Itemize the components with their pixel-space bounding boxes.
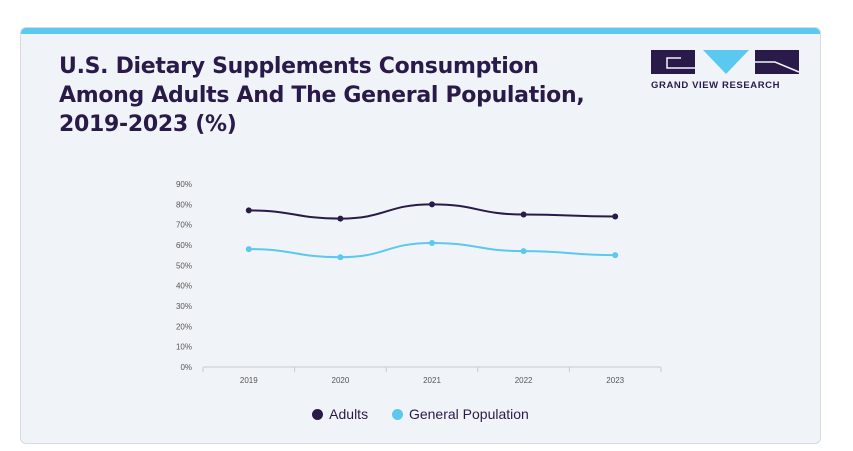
x-tick-label: 2021 (423, 376, 441, 385)
data-point-general-population (612, 252, 619, 259)
data-point-general-population (429, 239, 435, 246)
legend-label-general-population: General Population (408, 406, 529, 422)
data-point-adults (337, 215, 344, 222)
line-chart: 0% 10% 20% 30% 40% 50% 60% 70% 80% 90% 2019 2020 202… (176, 180, 662, 385)
data-point-adults (245, 207, 252, 214)
y-tick-label: 0% (180, 363, 192, 372)
legend-item-adults: Adults (312, 406, 368, 422)
y-tick-label: 80% (176, 200, 192, 209)
data-point-adults (520, 211, 527, 218)
y-tick-label: 50% (176, 261, 192, 270)
chart-card: U.S. Dietary Supplements Consumption Amo… (20, 27, 821, 444)
y-tick-label: 30% (176, 302, 192, 311)
y-tick-label: 20% (176, 322, 192, 331)
y-tick-label: 60% (176, 241, 192, 250)
y-tick-label: 40% (176, 282, 192, 291)
gvr-logo-icon (651, 50, 800, 74)
data-point-adults (429, 201, 435, 208)
legend-marker-adults (312, 408, 324, 420)
accent-bar (21, 28, 820, 34)
y-tick-label: 10% (176, 343, 192, 352)
x-tick-label: 2023 (606, 376, 624, 385)
legend-marker-general-population (391, 408, 403, 420)
grand-view-research-logo: GRAND VIEW RESEARCH (651, 50, 801, 100)
legend-label-adults: Adults (329, 406, 369, 422)
chart-legend: Adults General Population (21, 406, 820, 423)
chart-title: U.S. Dietary Supplements Consumption Amo… (59, 54, 585, 137)
y-tick-label: 90% (176, 180, 192, 189)
data-point-general-population (245, 246, 252, 253)
data-point-general-population (337, 254, 344, 261)
x-tick-label: 2020 (332, 376, 350, 385)
y-tick-label: 70% (176, 221, 192, 230)
data-point-adults (612, 213, 619, 220)
x-tick-label: 2019 (240, 376, 258, 385)
legend-item-general-population: General Population (391, 406, 529, 422)
brand-name: GRAND VIEW RESEARCH (651, 80, 781, 91)
data-point-general-population (520, 248, 527, 255)
x-tick-label: 2022 (515, 376, 533, 385)
